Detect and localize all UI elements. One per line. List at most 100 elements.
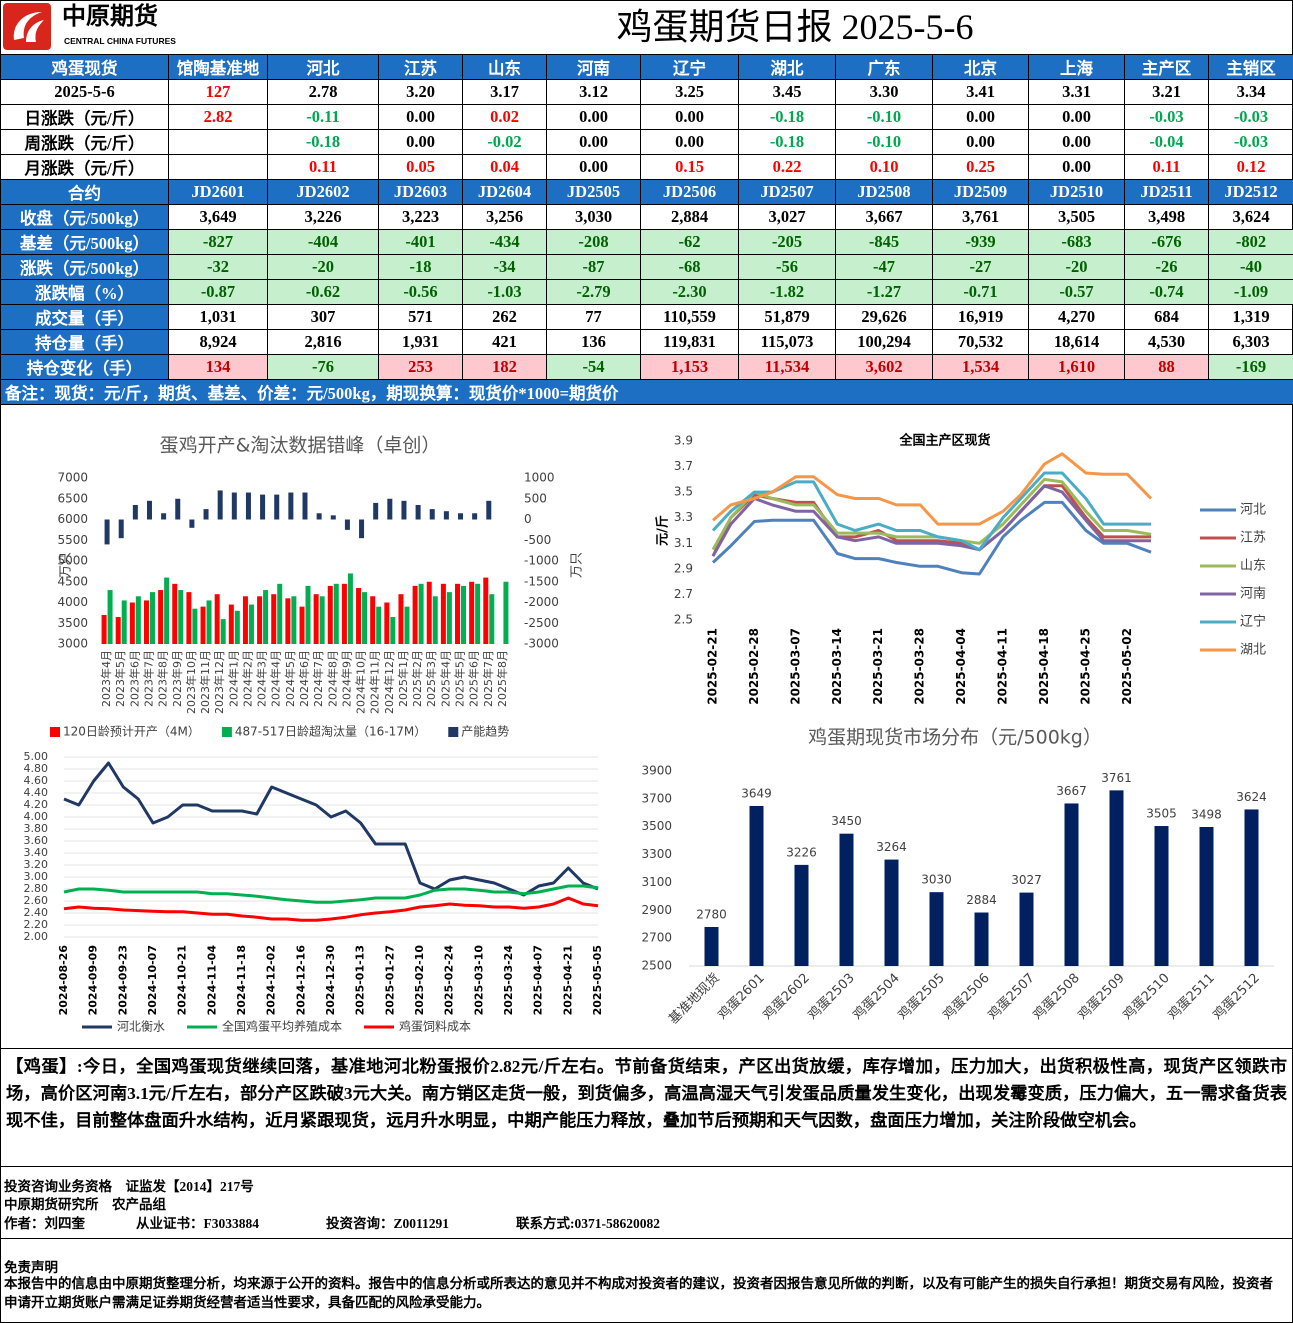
bar [387, 498, 393, 520]
cell: -404 [267, 229, 379, 255]
data-table: 鸡蛋现货 馆陶基准地 河北 江苏 山东 河南 辽宁 湖北 广东 北京 上海 主产区 主销区 2025-5-… [0, 54, 1293, 405]
cell: 河南 [546, 54, 641, 80]
cell: JD2508 [835, 179, 933, 205]
x-tick-label: 2023年8月 [156, 650, 170, 707]
x-tick-label: 2024-11-04 [205, 945, 218, 1016]
x-tick-label: 2023年11月 [198, 650, 212, 714]
y-tick-label: 2.20 [24, 918, 49, 931]
row-label: 持仓量（手） [0, 329, 169, 355]
bar [277, 583, 283, 644]
chart-title: 全国主产区现货 [898, 433, 990, 449]
cell: 上海 [1028, 54, 1125, 80]
legend-label: 河北衡水 [117, 1020, 165, 1034]
cell: -1.82 [738, 279, 836, 305]
futures-row: 收盘（元/500kg） 3,649 3,226 3,223 3,256 3,030 2,88… [0, 204, 1293, 230]
data-label: 2884 [966, 893, 997, 907]
y-tick-label: 3.80 [24, 822, 49, 835]
cell: 3.12 [546, 79, 641, 105]
x-tick-label: 2024-12-02 [265, 945, 278, 1015]
x-tick-label: 2024年11月 [368, 650, 382, 714]
bar [458, 513, 464, 520]
disclaimer-text: 本报告中的信息由中原期货整理分析，均来源于公开的资料。报告中的信息分析或所表达的… [4, 1276, 1273, 1310]
contact: 联系方式:0371-58620082 [516, 1216, 660, 1231]
series-line [711, 471, 1151, 552]
futures-row: 涨跌幅（%） -0.87 -0.62 -0.56 -1.03 -2.79 -2.30 -1.8… [0, 279, 1293, 305]
cell: JD2506 [640, 179, 739, 205]
cell: 0.00 [640, 129, 739, 155]
row-label: 2025-5-6 [0, 79, 169, 105]
bar [974, 912, 989, 966]
futures-row: 成交量（手） 1,031 307 571 262 77 110,559 51,879 29,62… [0, 304, 1293, 330]
cell: -1.27 [835, 279, 933, 305]
cell: -205 [738, 229, 836, 255]
futures-row: 基差（元/500kg） -827 -404 -401 -434 -208 -62 -205 -8… [0, 229, 1293, 255]
cell: 0.00 [932, 129, 1029, 155]
bar [172, 583, 178, 644]
row-label: 涨跌幅（%） [0, 279, 169, 305]
cell: JD2507 [738, 179, 836, 205]
bar [327, 585, 333, 644]
bar [260, 494, 266, 520]
cell: -0.04 [1124, 129, 1209, 155]
cell: 辽宁 [640, 54, 739, 80]
legend-label: 产能趋势 [461, 725, 509, 739]
consulting: 投资咨询：Z0011291 [326, 1216, 450, 1231]
data-label: 3624 [1236, 790, 1267, 804]
cell: JD2602 [267, 179, 379, 205]
x-tick-label: 2025年5月 [453, 650, 467, 707]
y-tick-label: 5000 [57, 554, 88, 568]
cell: 571 [378, 304, 463, 330]
cell: 3.30 [835, 79, 933, 105]
cell: 1,534 [932, 354, 1029, 380]
bar [206, 600, 212, 644]
cell: 51,879 [738, 304, 836, 330]
bar [469, 581, 475, 644]
logo-swirl [13, 12, 42, 40]
cell: -0.57 [1028, 279, 1125, 305]
bar [370, 596, 376, 644]
y2-tick-label: -1000 [524, 554, 559, 568]
bar [412, 585, 418, 644]
bar [135, 596, 141, 644]
cell: -845 [835, 229, 933, 255]
cell: -20 [1028, 254, 1125, 280]
certificate: 从业证书：F3033884 [136, 1216, 259, 1231]
y2-axis-label: 万只 [570, 552, 585, 578]
x-tick-label: 2025-03-07 [788, 628, 802, 705]
cell: 18,614 [1028, 329, 1125, 355]
cell: 115,073 [738, 329, 836, 355]
bar [274, 494, 280, 520]
cell: 1,610 [1028, 354, 1125, 380]
cell: 3.25 [640, 79, 739, 105]
futures-row: 持仓量（手） 8,924 2,816 1,931 421 136 119,831 115,07… [0, 329, 1293, 355]
bar [472, 513, 478, 520]
bar [446, 592, 452, 644]
x-tick-label: 2025年4月 [438, 650, 452, 707]
series-line [63, 896, 599, 922]
y-tick-label: 3900 [641, 764, 672, 778]
cell: 0.00 [1028, 104, 1125, 130]
bar [475, 583, 481, 644]
bar [121, 600, 127, 644]
bar [217, 490, 223, 520]
cell: -56 [738, 254, 836, 280]
y-axis-label: 元/斤 [655, 515, 671, 546]
legend-label: 山东 [1240, 559, 1266, 574]
data-label: 3505 [1146, 807, 1177, 821]
x-tick-label: 2024年1月 [226, 650, 240, 707]
cell: 110,559 [640, 304, 739, 330]
bar [373, 502, 379, 520]
cell: 3,030 [546, 204, 641, 230]
cell: JD2510 [1028, 179, 1125, 205]
x-tick-label: 2024-08-26 [57, 945, 70, 1016]
legend-label: 河北 [1240, 503, 1266, 518]
bar [1154, 826, 1169, 966]
cell: -27 [932, 254, 1029, 280]
cell: -1.03 [462, 279, 547, 305]
cell: 0.00 [378, 104, 463, 130]
bar [104, 519, 110, 545]
y-tick-label: 5.00 [24, 750, 49, 763]
cell: 4,530 [1124, 329, 1209, 355]
y2-tick-label: 500 [524, 491, 547, 505]
